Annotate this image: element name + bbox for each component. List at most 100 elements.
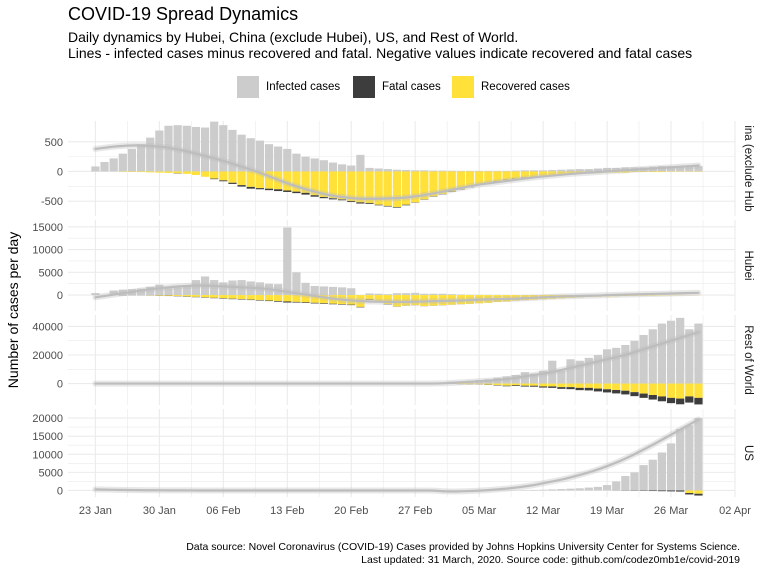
bar-fatal bbox=[511, 385, 520, 386]
bar-recovered bbox=[411, 171, 420, 203]
bar-fatal bbox=[639, 393, 648, 398]
bar-recovered bbox=[365, 295, 374, 300]
bar-infected bbox=[191, 126, 201, 172]
bar-infected bbox=[264, 144, 274, 172]
bar-recovered bbox=[228, 295, 237, 299]
bar-recovered bbox=[219, 295, 228, 299]
bar-infected bbox=[155, 284, 164, 296]
bar-fatal bbox=[246, 186, 255, 189]
bar-fatal bbox=[575, 387, 584, 391]
bar-infected bbox=[283, 227, 292, 296]
bar-fatal bbox=[648, 490, 657, 492]
bar-infected bbox=[493, 170, 502, 172]
bar-infected bbox=[401, 169, 411, 172]
bar-recovered bbox=[301, 295, 310, 303]
bar-recovered bbox=[191, 171, 201, 176]
bar-fatal bbox=[210, 178, 219, 180]
bar-infected bbox=[374, 168, 383, 172]
bar-fatal bbox=[228, 182, 237, 184]
bar-recovered bbox=[511, 171, 520, 179]
bar-recovered bbox=[484, 171, 493, 183]
chart-title: COVID-19 Spread Dynamics bbox=[68, 4, 299, 24]
bar-infected bbox=[584, 169, 593, 172]
bar-infected bbox=[164, 288, 173, 296]
y-tick-label: 0 bbox=[57, 166, 63, 178]
x-tick-label: 05 Mar bbox=[462, 505, 497, 517]
bar-infected bbox=[548, 169, 557, 172]
bar-fatal bbox=[255, 300, 264, 301]
bar-recovered bbox=[694, 490, 703, 494]
bar-infected bbox=[274, 146, 283, 172]
bar-fatal bbox=[666, 490, 676, 492]
bar-recovered bbox=[392, 295, 402, 307]
bar-infected bbox=[456, 294, 466, 296]
bar-fatal bbox=[365, 202, 374, 204]
bar-infected bbox=[630, 472, 639, 491]
bar-fatal bbox=[283, 301, 292, 303]
bar-recovered bbox=[310, 171, 319, 196]
legend-label-infected: Infected cases bbox=[266, 81, 341, 93]
bar-recovered bbox=[374, 171, 383, 205]
bar-recovered bbox=[648, 383, 657, 395]
bar-infected bbox=[182, 125, 191, 172]
bar-recovered bbox=[475, 171, 484, 185]
bar-infected bbox=[557, 370, 566, 384]
bar-recovered bbox=[283, 295, 292, 302]
bar-infected bbox=[347, 165, 356, 172]
bar-fatal bbox=[347, 304, 356, 306]
bar-recovered bbox=[210, 295, 219, 298]
bar-infected bbox=[91, 166, 100, 172]
bar-recovered bbox=[548, 171, 557, 176]
bar-infected bbox=[666, 443, 676, 491]
bar-fatal bbox=[584, 387, 593, 391]
bar-fatal bbox=[676, 398, 685, 405]
bar-recovered bbox=[493, 171, 502, 181]
bar-infected bbox=[456, 170, 466, 172]
bar-infected bbox=[685, 425, 694, 491]
chart-subtitle: Daily dynamics by Hubei, China (exclude … bbox=[68, 29, 692, 61]
bar-fatal bbox=[520, 385, 529, 387]
bar-recovered bbox=[657, 383, 667, 397]
bar-infected bbox=[383, 169, 392, 172]
bar-infected bbox=[173, 287, 182, 296]
bar-recovered bbox=[694, 383, 703, 398]
facet-strip-label: US bbox=[742, 445, 754, 461]
bar-recovered bbox=[484, 383, 493, 385]
bar-infected bbox=[685, 329, 694, 384]
bar-recovered bbox=[685, 490, 694, 494]
bar-fatal bbox=[374, 204, 383, 206]
bar-recovered bbox=[639, 171, 648, 173]
bar-recovered bbox=[502, 171, 511, 180]
bar-infected bbox=[401, 293, 411, 296]
x-tick-label: 12 Mar bbox=[526, 505, 561, 517]
bar-fatal bbox=[648, 395, 657, 400]
bar-infected bbox=[621, 345, 630, 384]
bar-recovered bbox=[255, 171, 264, 189]
bar-recovered bbox=[237, 171, 246, 186]
bar-fatal bbox=[685, 493, 694, 495]
bar-infected bbox=[648, 459, 657, 491]
bar-fatal bbox=[548, 386, 557, 388]
facet-strip-label: Hubei bbox=[742, 250, 754, 280]
caption-line-1: Data source: Novel Coronavirus (COVID-19… bbox=[186, 541, 740, 553]
y-tick-label: 40000 bbox=[32, 321, 63, 333]
bar-recovered bbox=[210, 171, 219, 179]
bar-recovered bbox=[648, 171, 657, 173]
bar-infected bbox=[447, 170, 456, 172]
bar-recovered bbox=[328, 171, 338, 199]
bar-infected bbox=[584, 487, 593, 491]
bar-fatal bbox=[319, 197, 328, 199]
bar-infected bbox=[392, 169, 402, 172]
legend-label-recovered: Recovered cases bbox=[481, 81, 570, 93]
bar-infected bbox=[593, 355, 603, 384]
trend-line bbox=[94, 418, 700, 493]
bar-recovered bbox=[136, 171, 146, 173]
bar-fatal bbox=[392, 207, 402, 208]
legend-swatch-infected bbox=[237, 76, 259, 98]
bar-infected bbox=[612, 347, 621, 384]
bar-infected bbox=[118, 153, 127, 172]
bar-recovered bbox=[639, 295, 648, 296]
bar-recovered bbox=[191, 295, 201, 297]
bar-infected bbox=[337, 287, 347, 296]
bar-infected bbox=[648, 329, 657, 384]
